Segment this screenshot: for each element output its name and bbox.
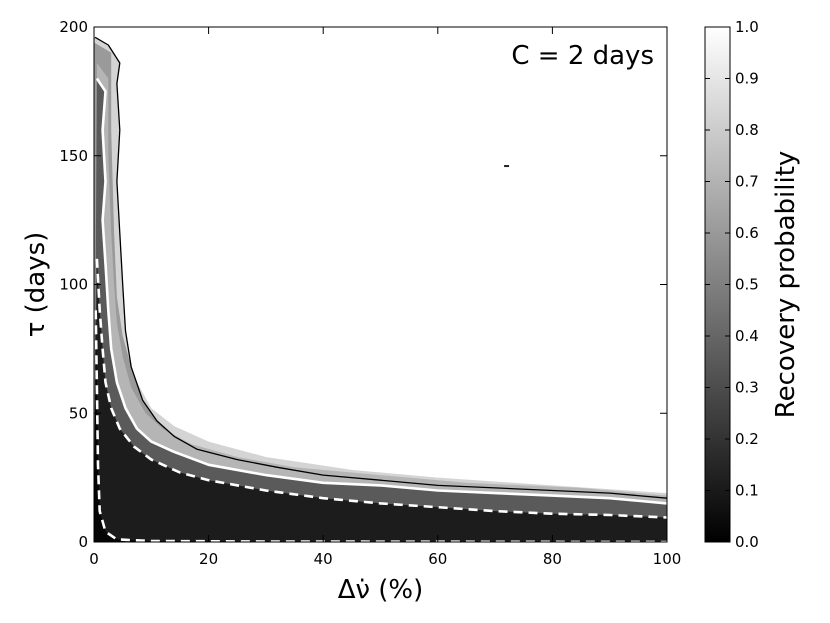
x-tick-label: 0	[89, 550, 99, 568]
colorbar-tick-label: 0.5	[735, 276, 759, 294]
colorbar-tick-label: 0.0	[735, 533, 759, 551]
y-tick-label: 50	[69, 404, 88, 422]
colorbar-tick-label: 0.6	[735, 224, 759, 242]
contour-0.25	[95, 258, 667, 519]
x-axis-label: Δν̇ (%)	[338, 575, 424, 605]
chart-annotation: C = 2 days	[511, 41, 654, 71]
colorbar-tick-label: 0.4	[735, 327, 759, 345]
y-tick-label: 100	[59, 276, 88, 294]
y-tick-label: 200	[59, 18, 88, 36]
x-tick-label: 40	[314, 550, 333, 568]
x-tick-label: 20	[199, 550, 218, 568]
x-tick-label: 60	[428, 550, 447, 568]
outlier-mark	[504, 165, 510, 168]
colorbar-tick-label: 0.3	[735, 379, 759, 397]
band-0.05-0.25	[94, 258, 667, 542]
colorbar-tick-label: 0.8	[735, 121, 759, 139]
plot-area	[94, 27, 667, 542]
contour-0.95	[94, 36, 667, 499]
axes: 0 20 40 60 80 100 0 50 100 150 200	[59, 18, 681, 568]
contour-0.5	[95, 77, 667, 505]
colorbar: 0.0 0.1 0.2 0.3 0.4 0.5 0.6 0.7 0.8 0.9 1.0	[704, 18, 759, 551]
colorbar-tick-label: 0.2	[735, 430, 759, 448]
colorbar-tick-label: 0.9	[735, 70, 759, 88]
x-tick-label: 80	[543, 550, 562, 568]
colorbar-tick-label: 0.7	[735, 173, 759, 191]
colorbar-label: Recovery probability	[771, 151, 801, 419]
y-tick-label: 150	[59, 147, 88, 165]
x-tick-label: 100	[653, 550, 682, 568]
y-axis-label: τ (days)	[21, 232, 51, 338]
y-tick-label: 0	[78, 533, 88, 551]
colorbar-tick-label: 1.0	[735, 18, 759, 36]
colorbar-tick-label: 0.1	[735, 482, 759, 500]
